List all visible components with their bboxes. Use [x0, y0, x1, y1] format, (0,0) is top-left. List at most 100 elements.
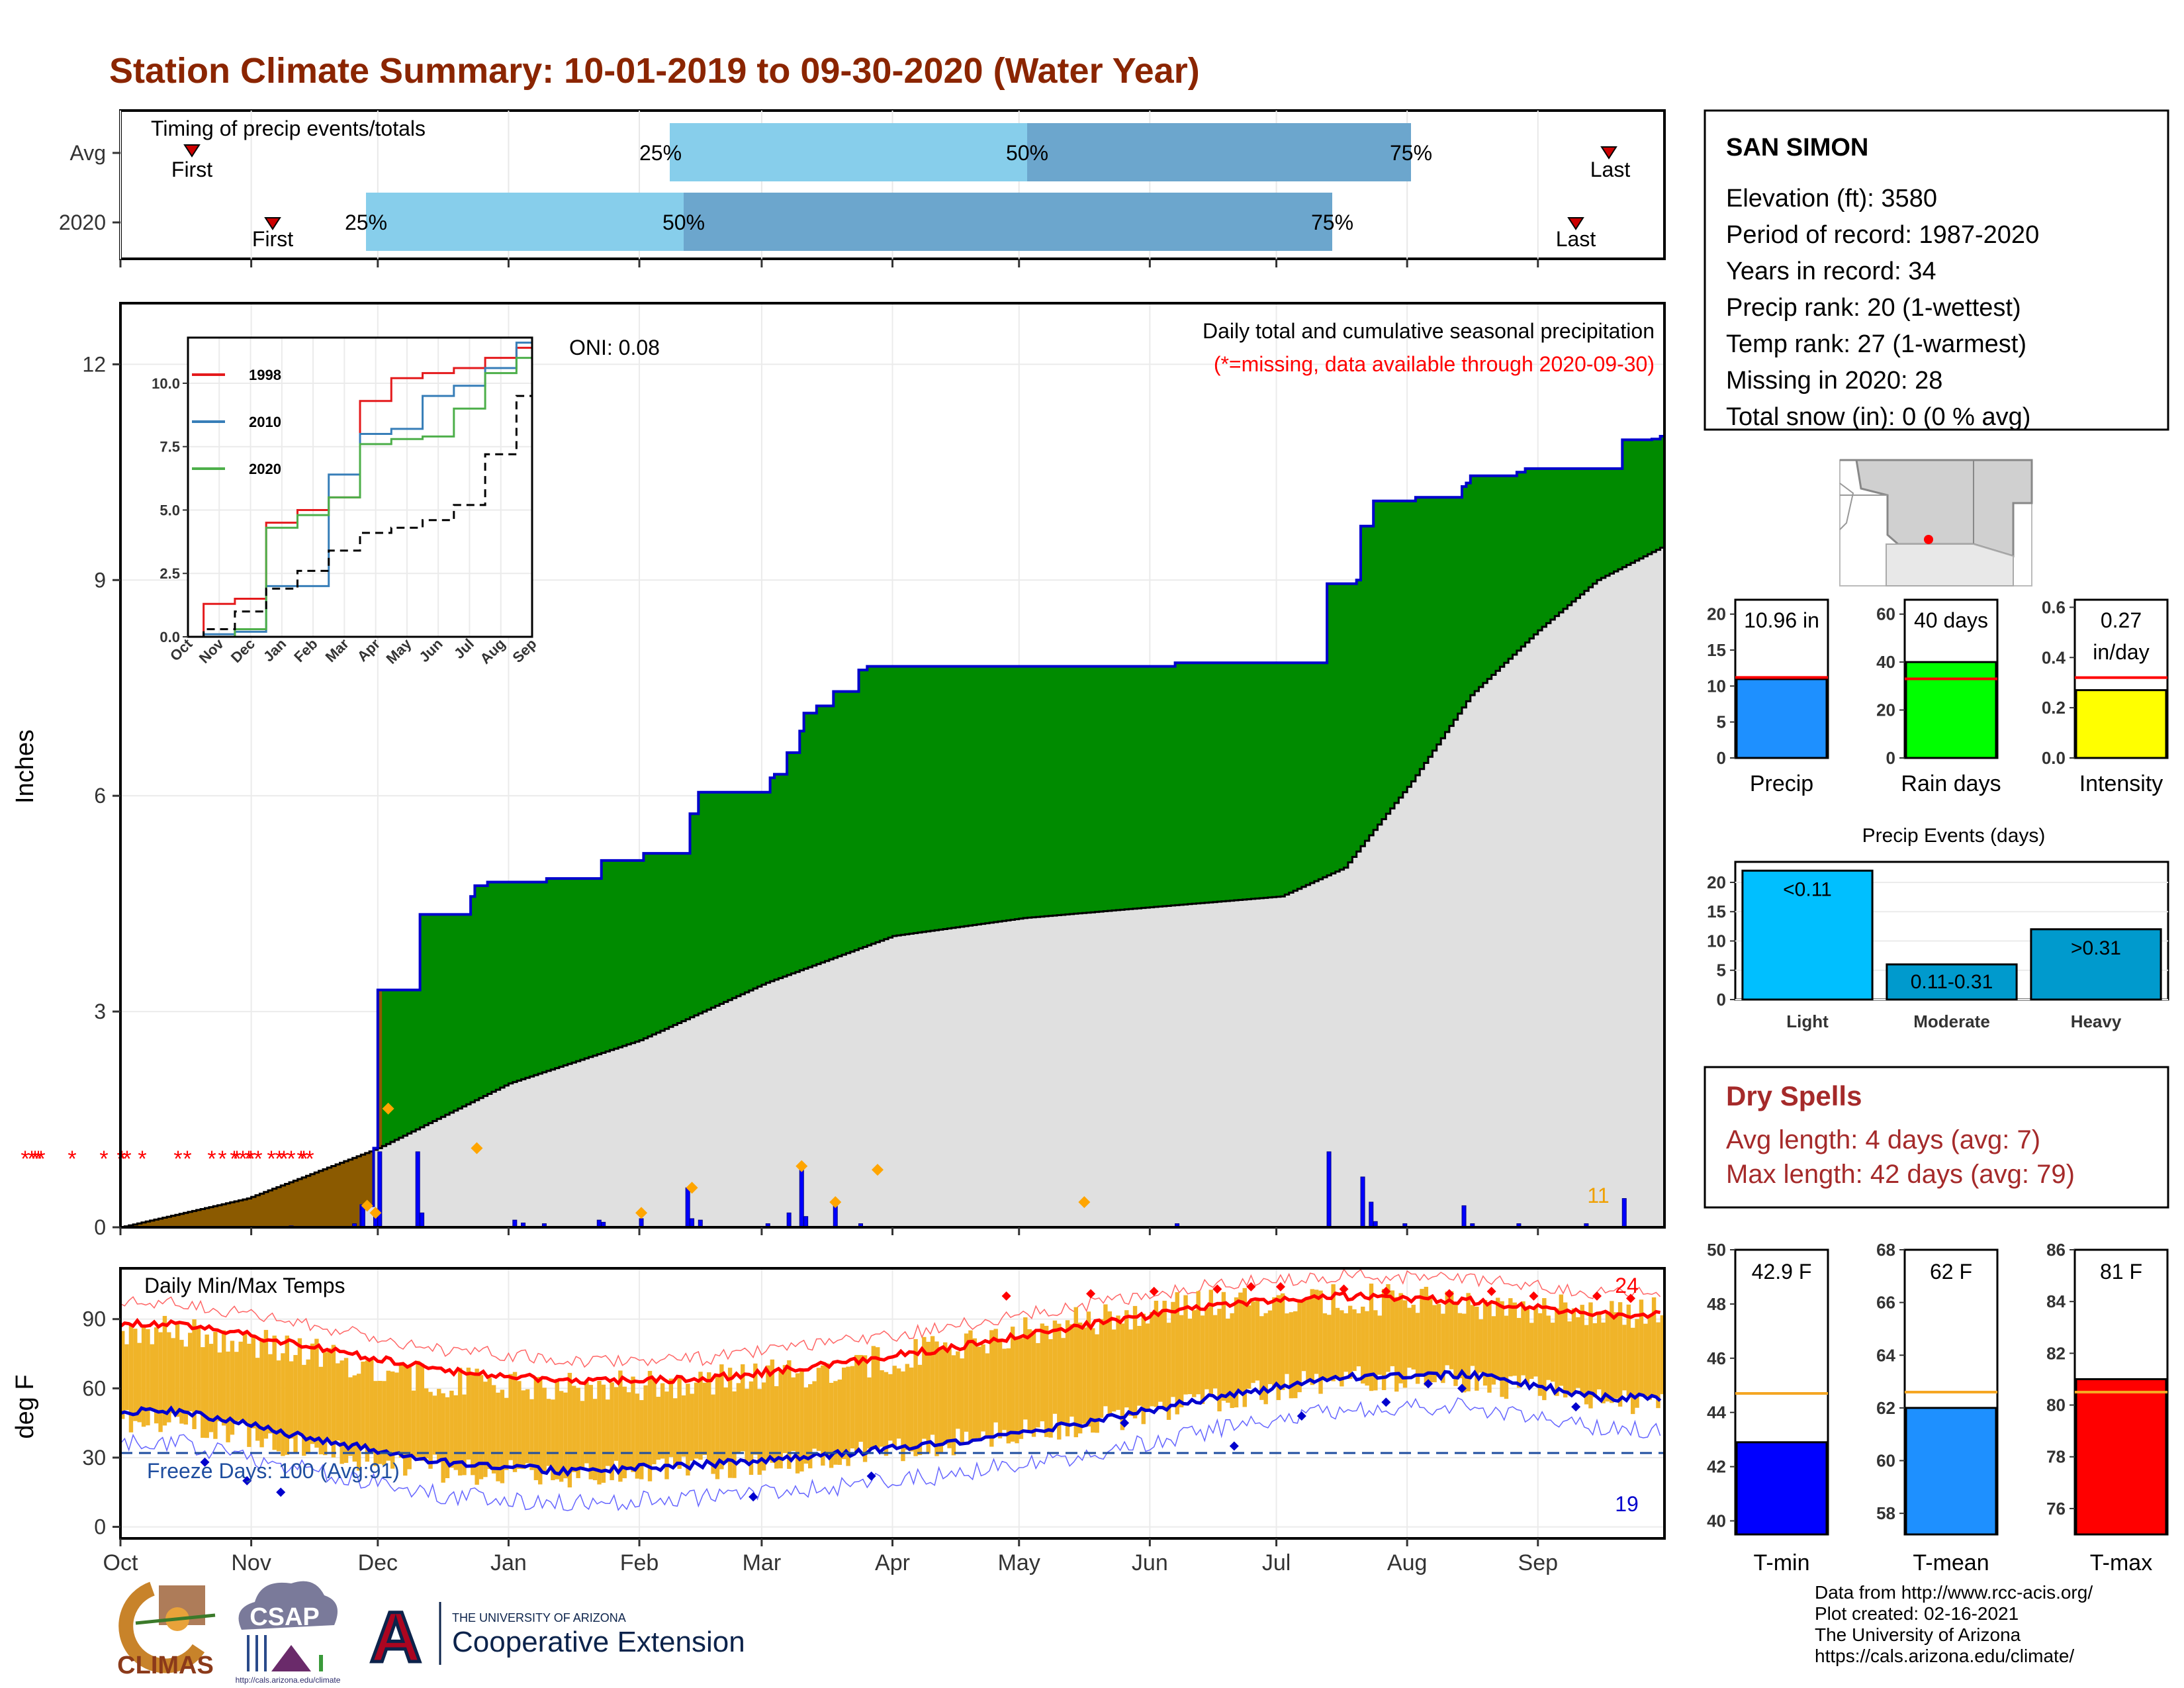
events-category-label: Heavy [2071, 1011, 2122, 1031]
daily-temp-bar [774, 1386, 779, 1469]
daily-temp-bar [1487, 1302, 1492, 1393]
record-low-marker [866, 1471, 876, 1481]
daily-temp-bar [1369, 1284, 1374, 1391]
temp-y-tick-label: 0 [94, 1515, 106, 1539]
record-high-marker [1381, 1286, 1391, 1296]
inset-legend-label: 2010 [249, 414, 281, 430]
daily-temp-bar [424, 1388, 429, 1459]
daily-temp-bar [1259, 1316, 1264, 1400]
daily-temp-bar [546, 1399, 551, 1466]
daily-temp-bar [901, 1371, 905, 1462]
daily-temp-bar [1643, 1323, 1648, 1396]
daily-temp-bar [614, 1387, 619, 1461]
record-low-marker [1457, 1383, 1467, 1393]
daily-temp-bar [471, 1373, 475, 1476]
daily-temp-bar [382, 1381, 387, 1466]
footer-credits: Data from http://www.rcc-acis.org/ Plot … [1815, 1582, 2172, 1667]
daily-temp-bar [1293, 1311, 1298, 1399]
daily-temp-bar [850, 1366, 855, 1449]
summary-bar-value-label: 10.96 in [1744, 608, 1819, 632]
daily-precip-bar [685, 1187, 690, 1228]
inset-y-tick-label: 5.0 [159, 502, 180, 518]
daily-temp-bar [453, 1395, 458, 1470]
oni-label: ONI: 0.08 [569, 336, 660, 359]
daily-temp-bar [761, 1382, 766, 1471]
precip-y-tick-label: 6 [94, 784, 106, 808]
daily-temp-bar [1154, 1300, 1159, 1407]
daily-temp-bar [951, 1355, 956, 1456]
daily-temp-bar [1132, 1305, 1138, 1419]
events-bar-heavy [2030, 928, 2162, 1001]
daily-temp-bar [1226, 1318, 1230, 1403]
daily-temp-bar [1069, 1324, 1074, 1417]
daily-temp-bar [555, 1379, 559, 1479]
summary-bar-tick-label: 0 [1717, 748, 1726, 768]
daily-precip-bar [786, 1212, 792, 1228]
y2020-first-label: First [252, 227, 293, 251]
daily-temp-bar [1656, 1322, 1661, 1409]
daily-temp-bar [373, 1381, 378, 1466]
temp-summary-tick-label: 84 [2046, 1291, 2066, 1311]
daily-temp-bar [1044, 1325, 1049, 1437]
daily-temp-bar [478, 1375, 484, 1479]
daily-temp-bar [416, 1360, 420, 1458]
daily-temp-bar [825, 1363, 829, 1456]
daily-temp-bar [1242, 1288, 1247, 1407]
daily-temp-bar [162, 1315, 167, 1426]
daily-temp-bar [255, 1358, 260, 1441]
daily-temp-bar [411, 1390, 416, 1457]
daily-temp-bar [1449, 1291, 1454, 1370]
precip-legend-title: Daily total and cumulative seasonal prec… [1203, 319, 1655, 343]
y2020-p75-label: 75% [1311, 211, 1353, 234]
daily-temp-bar [652, 1378, 657, 1464]
daily-temp-bar [803, 1387, 809, 1464]
daily-temp-bar [934, 1341, 939, 1456]
station-line-precip-rank: Precip rank: 20 (1-wettest) [1726, 294, 2021, 322]
summary-bar-fill [2075, 689, 2167, 759]
daily-temp-bar [1006, 1348, 1011, 1444]
daily-temp-bar [1175, 1292, 1179, 1415]
station-line-years: Years in record: 34 [1726, 258, 1936, 285]
daily-temp-bar [1120, 1323, 1125, 1430]
daily-temp-bar [753, 1363, 758, 1455]
daily-temp-bar [1128, 1329, 1133, 1416]
summary-bar-tick-label: 10 [1707, 676, 1726, 696]
daily-temp-bar [673, 1398, 678, 1466]
daily-temp-bar [183, 1346, 189, 1425]
missing-day-marker: * [122, 1147, 131, 1172]
daily-temp-bar [390, 1371, 395, 1469]
daily-temp-bar [563, 1392, 568, 1479]
daily-temp-bar [234, 1352, 239, 1422]
tmax-record-line [120, 1268, 1661, 1368]
month-axis-label: Sep [1518, 1550, 1559, 1575]
daily-temp-bar [403, 1364, 408, 1476]
daily-temp-bar [631, 1376, 635, 1472]
daily-temp-bar [787, 1360, 792, 1469]
daily-temp-bar [1340, 1310, 1344, 1387]
daily-temp-bar [432, 1395, 437, 1455]
daily-temp-bar [491, 1385, 496, 1474]
daily-temp-bar [799, 1369, 804, 1472]
events-y-tick-label: 5 [1717, 961, 1726, 980]
temp-summary-value-label: 81 F [2100, 1260, 2142, 1284]
events-y-tick-label: 15 [1707, 902, 1726, 921]
daily-temp-bar [1432, 1305, 1437, 1383]
daily-temp-bar [542, 1387, 547, 1474]
daily-precip-bar [415, 1151, 420, 1228]
summary-bar-value-unit: in/day [2093, 640, 2149, 664]
daily-precip-bar [1360, 1176, 1365, 1228]
daily-temp-bar [196, 1327, 201, 1414]
daily-temp-bar [1027, 1329, 1032, 1431]
daily-temp-bar [175, 1323, 180, 1417]
missing-day-marker: * [267, 1147, 275, 1172]
daily-temp-bar [361, 1361, 365, 1446]
daily-temp-bar [1048, 1339, 1053, 1438]
events-category-label: Moderate [1913, 1011, 1990, 1031]
temp-summary-tick-label: 76 [2046, 1499, 2066, 1519]
temp-y-label: deg F [11, 1374, 39, 1438]
temp-summary-tick-label: 50 [1707, 1240, 1726, 1260]
avg-daily-marker [369, 1207, 382, 1219]
temp-summary-tick-label: 64 [1876, 1345, 1895, 1365]
daily-temp-bar [968, 1330, 973, 1443]
daily-temp-bar [247, 1343, 251, 1447]
